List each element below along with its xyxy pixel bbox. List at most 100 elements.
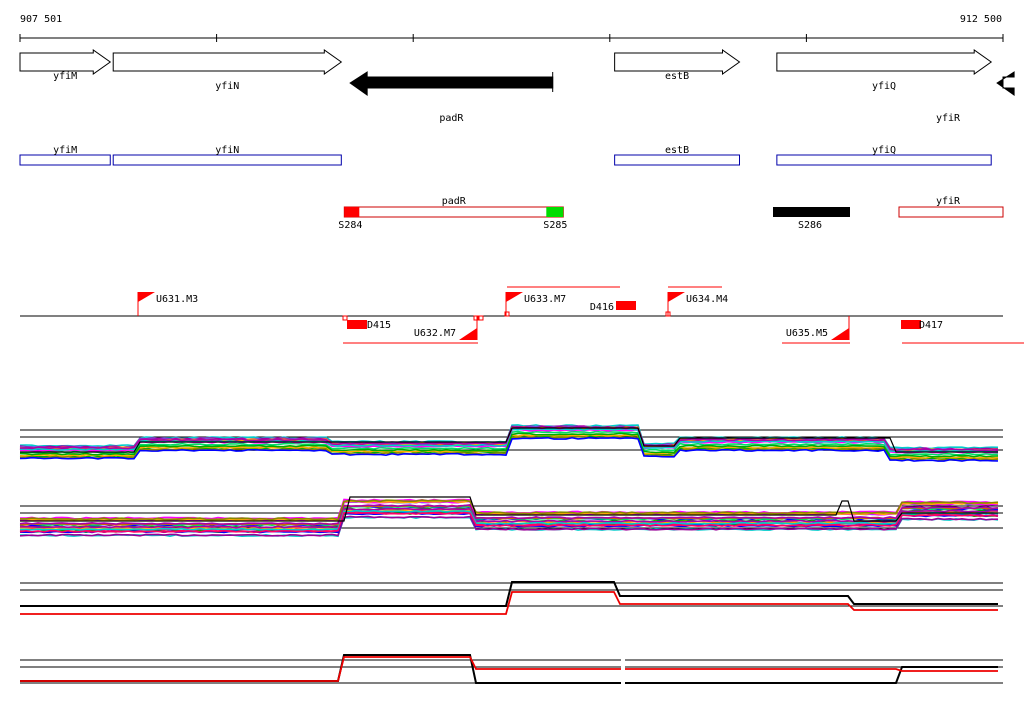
utr-rect [898, 206, 1004, 218]
flag-marker-icon [459, 328, 477, 340]
gene-box-label: yfiQ [872, 145, 896, 156]
ruler-end-label: 912 500 [960, 14, 1002, 25]
deletion-block [616, 301, 636, 310]
gene-track: yfiM yfiN padR estB yfiQ yfiR [19, 49, 1015, 124]
segment-marker-U632.M7[interactable]: U632.M7 [414, 316, 478, 340]
profile-line [19, 507, 999, 529]
marker-label: U634.M4 [686, 294, 728, 305]
segment-marker-U634.M4[interactable]: U634.M4 [667, 292, 728, 316]
gene-arrow-padR[interactable]: padR [349, 71, 554, 124]
gene-arrow-icon [19, 49, 112, 75]
gene-box-estB[interactable]: estB [614, 145, 741, 166]
expression-tracks [19, 424, 1003, 685]
gene-arrow-icon [614, 49, 741, 75]
profile-line-black [20, 427, 998, 453]
ruler-start-label: 907 501 [20, 14, 62, 25]
gene-box-yfiQ[interactable]: yfiQ [776, 145, 992, 166]
flag-marker-icon [668, 292, 685, 302]
marker-label: U635.M5 [786, 328, 828, 339]
utr-end-block [546, 207, 564, 217]
gene-arrow-icon [112, 49, 343, 75]
gene-box-rect [19, 154, 111, 166]
marker-label: U631.M3 [156, 294, 198, 305]
gene-arrow-yfiN[interactable]: yfiN [112, 49, 343, 92]
utr-label: yfiR [936, 196, 961, 207]
deletion-label: D415 [367, 320, 391, 331]
utr-rect [343, 206, 564, 218]
gene-box-label: yfiN [215, 145, 239, 156]
gene-box-rect [112, 154, 342, 166]
gene-box-rect [614, 154, 741, 166]
expression-track-2 [19, 496, 1003, 538]
profile-line [19, 499, 999, 521]
gene-label: yfiR [936, 113, 961, 124]
gene-arrow-icon [996, 71, 1015, 96]
ruler: 907 501 912 500 [19, 14, 1004, 42]
profile-line [19, 432, 999, 458]
gene-box-label: yfiM [53, 145, 77, 156]
segment-handle [665, 311, 671, 317]
segment-marker-U631.M3[interactable]: U631.M3 [137, 292, 198, 316]
expression-track-1 [19, 424, 1003, 462]
marker-label: U633.M7 [524, 294, 566, 305]
gene-label: padR [439, 113, 464, 124]
gene-label: yfiQ [872, 81, 896, 92]
gene-arrow-yfiM[interactable]: yfiM [19, 49, 112, 82]
expression-track-4 [20, 654, 1003, 684]
gene-arrow-yfiQ[interactable]: yfiQ [776, 49, 993, 92]
utr-tag: S286 [798, 220, 822, 231]
expression-track-3 [20, 581, 1003, 615]
profile-line-red [20, 656, 998, 682]
segment-marker-U633.M7[interactable]: U633.M7 [505, 292, 566, 316]
gene-label: yfiM [53, 71, 77, 82]
segment-track: U631.M3 U633.M7 U634.M4 U632.M7 U635.M5 D415 D… [20, 286, 1024, 344]
gene-arrow-icon [776, 49, 993, 75]
deletion-D417[interactable]: D417 [901, 320, 943, 331]
profile-line-red [20, 591, 998, 615]
segment-marker-U635.M5[interactable]: U635.M5 [786, 316, 850, 340]
deletion-block [901, 320, 921, 329]
utr-track: padR S284 S285 S286 yfiR [338, 196, 1004, 231]
utr-feature-S286[interactable]: S286 [773, 207, 850, 231]
segment-handle [342, 315, 348, 321]
utr-label: padR [442, 196, 467, 207]
profile-line [19, 509, 999, 531]
gene-box-track: yfiM yfiN estB yfiQ [19, 145, 992, 166]
deletion-block [347, 320, 367, 329]
segment-handle [504, 311, 510, 317]
flag-marker-icon [506, 292, 523, 302]
profile-line [19, 511, 999, 533]
track-gap [621, 655, 625, 685]
utr-block [773, 207, 850, 217]
profile-line [19, 504, 999, 526]
deletion-D415[interactable]: D415 [347, 320, 391, 331]
profile-line-black [20, 496, 998, 522]
gene-box-rect [776, 154, 992, 166]
deletion-D416[interactable]: D416 [590, 301, 636, 313]
gene-arrow-estB[interactable]: estB [614, 49, 741, 82]
gene-box-yfiM[interactable]: yfiM [19, 145, 111, 166]
deletion-label: D416 [590, 302, 614, 313]
profile-line [19, 436, 999, 462]
segment-handle [478, 315, 484, 321]
gene-box-label: estB [665, 145, 689, 156]
utr-end-tag: S285 [543, 220, 567, 231]
gene-arrow-icon [349, 71, 554, 96]
utr-start-block [344, 207, 360, 217]
profile-line [19, 498, 999, 520]
deletion-label: D417 [919, 320, 943, 331]
utr-feature-yfiR[interactable]: yfiR [898, 196, 1004, 218]
gene-box-yfiN[interactable]: yfiN [112, 145, 342, 166]
flag-marker-icon [138, 292, 155, 302]
gene-label: estB [665, 71, 689, 82]
gene-arrow-yfiR[interactable]: yfiR [936, 71, 1015, 124]
flag-marker-icon [831, 328, 849, 340]
segment-handle [473, 315, 479, 321]
utr-feature-padR[interactable]: padR S284 S285 [338, 196, 567, 231]
profile-line [19, 515, 999, 537]
utr-start-tag: S284 [338, 220, 362, 231]
marker-label: U632.M7 [414, 328, 456, 339]
profile-line-black [20, 581, 998, 607]
